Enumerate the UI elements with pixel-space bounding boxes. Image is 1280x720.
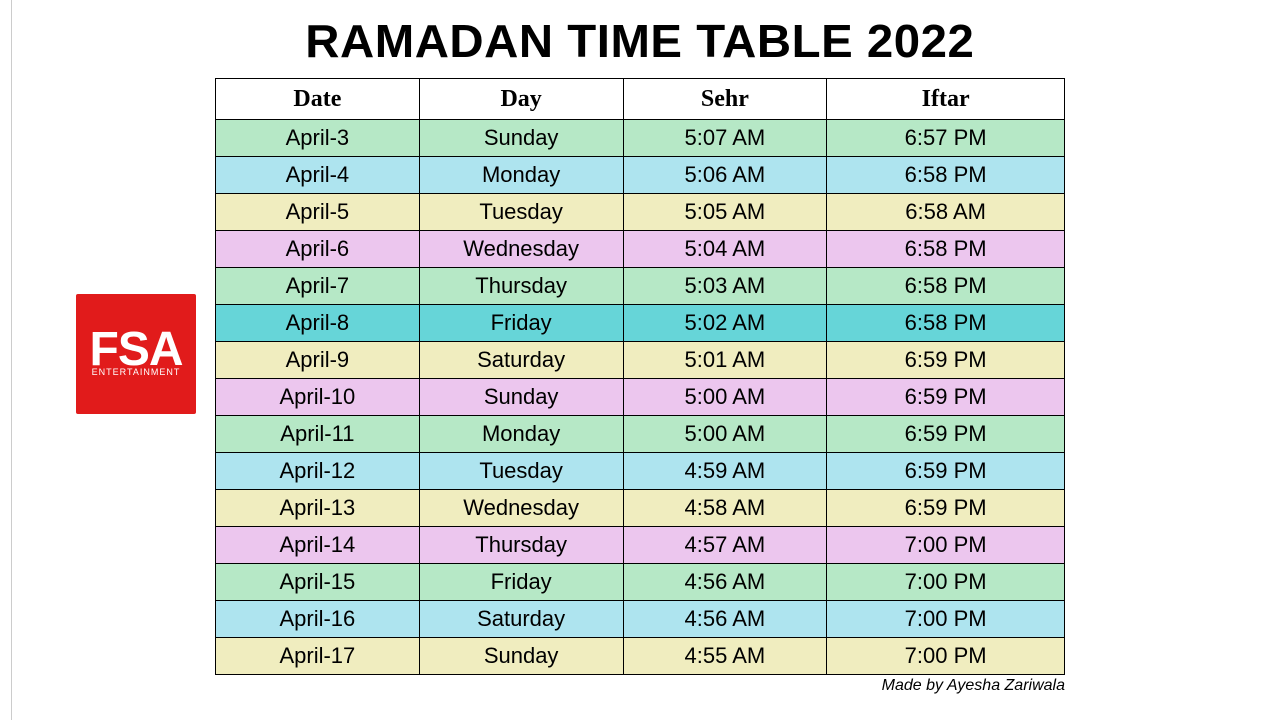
timetable-wrap: Date Day Sehr Iftar April-3Sunday5:07 AM…: [215, 78, 1065, 675]
cell-iftar: 6:59 PM: [827, 342, 1065, 379]
fsa-logo-subtext: ENTERTAINMENT: [92, 367, 181, 377]
cell-sehr: 4:58 AM: [623, 490, 827, 527]
cell-sehr: 5:00 AM: [623, 379, 827, 416]
table-row: April-13Wednesday4:58 AM6:59 PM: [216, 490, 1065, 527]
table-row: April-10Sunday5:00 AM6:59 PM: [216, 379, 1065, 416]
cell-date: April-13: [216, 490, 420, 527]
cell-sehr: 5:06 AM: [623, 157, 827, 194]
cell-day: Monday: [419, 157, 623, 194]
table-row: April-3Sunday5:07 AM6:57 PM: [216, 120, 1065, 157]
cell-date: April-5: [216, 194, 420, 231]
left-edge-rule: [0, 0, 12, 720]
page-title: RAMADAN TIME TABLE 2022: [305, 14, 974, 68]
cell-sehr: 4:56 AM: [623, 601, 827, 638]
cell-day: Saturday: [419, 342, 623, 379]
cell-iftar: 6:58 PM: [827, 305, 1065, 342]
col-sehr: Sehr: [623, 79, 827, 120]
table-row: April-8Friday5:02 AM6:58 PM: [216, 305, 1065, 342]
cell-sehr: 4:56 AM: [623, 564, 827, 601]
col-date: Date: [216, 79, 420, 120]
cell-date: April-6: [216, 231, 420, 268]
cell-iftar: 6:58 AM: [827, 194, 1065, 231]
cell-day: Thursday: [419, 527, 623, 564]
cell-day: Sunday: [419, 638, 623, 675]
cell-sehr: 5:05 AM: [623, 194, 827, 231]
table-row: April-6Wednesday5:04 AM6:58 PM: [216, 231, 1065, 268]
cell-iftar: 7:00 PM: [827, 527, 1065, 564]
credit-wrap: Made by Ayesha Zariwala: [215, 677, 1065, 695]
cell-date: April-7: [216, 268, 420, 305]
col-day: Day: [419, 79, 623, 120]
fsa-logo-text: FSA: [90, 331, 183, 369]
cell-day: Monday: [419, 416, 623, 453]
cell-day: Tuesday: [419, 194, 623, 231]
table-row: April-16Saturday4:56 AM7:00 PM: [216, 601, 1065, 638]
table-row: April-15Friday4:56 AM7:00 PM: [216, 564, 1065, 601]
table-row: April-14Thursday4:57 AM7:00 PM: [216, 527, 1065, 564]
cell-day: Sunday: [419, 120, 623, 157]
cell-iftar: 6:58 PM: [827, 231, 1065, 268]
cell-day: Sunday: [419, 379, 623, 416]
table-row: April-4Monday5:06 AM6:58 PM: [216, 157, 1065, 194]
cell-sehr: 4:57 AM: [623, 527, 827, 564]
cell-day: Wednesday: [419, 490, 623, 527]
cell-sehr: 5:07 AM: [623, 120, 827, 157]
cell-date: April-9: [216, 342, 420, 379]
title-wrap: RAMADAN TIME TABLE 2022: [0, 14, 1280, 68]
cell-iftar: 7:00 PM: [827, 564, 1065, 601]
cell-date: April-11: [216, 416, 420, 453]
cell-date: April-17: [216, 638, 420, 675]
cell-iftar: 7:00 PM: [827, 601, 1065, 638]
col-iftar: Iftar: [827, 79, 1065, 120]
table-row: April-17Sunday4:55 AM7:00 PM: [216, 638, 1065, 675]
cell-date: April-15: [216, 564, 420, 601]
cell-iftar: 7:00 PM: [827, 638, 1065, 675]
cell-sehr: 4:59 AM: [623, 453, 827, 490]
cell-sehr: 5:04 AM: [623, 231, 827, 268]
table-row: April-5Tuesday5:05 AM6:58 AM: [216, 194, 1065, 231]
cell-date: April-14: [216, 527, 420, 564]
cell-sehr: 5:00 AM: [623, 416, 827, 453]
cell-sehr: 5:01 AM: [623, 342, 827, 379]
cell-date: April-12: [216, 453, 420, 490]
table-header-row: Date Day Sehr Iftar: [216, 79, 1065, 120]
cell-iftar: 6:59 PM: [827, 453, 1065, 490]
cell-sehr: 4:55 AM: [623, 638, 827, 675]
cell-iftar: 6:59 PM: [827, 379, 1065, 416]
cell-date: April-8: [216, 305, 420, 342]
cell-iftar: 6:59 PM: [827, 490, 1065, 527]
cell-day: Friday: [419, 305, 623, 342]
cell-date: April-4: [216, 157, 420, 194]
cell-day: Tuesday: [419, 453, 623, 490]
cell-iftar: 6:59 PM: [827, 416, 1065, 453]
cell-day: Thursday: [419, 268, 623, 305]
cell-sehr: 5:02 AM: [623, 305, 827, 342]
table-row: April-12Tuesday4:59 AM6:59 PM: [216, 453, 1065, 490]
cell-iftar: 6:58 PM: [827, 268, 1065, 305]
cell-day: Saturday: [419, 601, 623, 638]
table-row: April-7Thursday5:03 AM6:58 PM: [216, 268, 1065, 305]
table-body: April-3Sunday5:07 AM6:57 PMApril-4Monday…: [216, 120, 1065, 675]
table-row: April-11Monday5:00 AM6:59 PM: [216, 416, 1065, 453]
timetable: Date Day Sehr Iftar April-3Sunday5:07 AM…: [215, 78, 1065, 675]
table-row: April-9Saturday5:01 AM6:59 PM: [216, 342, 1065, 379]
fsa-logo: FSA ENTERTAINMENT: [76, 294, 196, 414]
cell-sehr: 5:03 AM: [623, 268, 827, 305]
cell-iftar: 6:57 PM: [827, 120, 1065, 157]
cell-iftar: 6:58 PM: [827, 157, 1065, 194]
credit-text: Made by Ayesha Zariwala: [882, 677, 1065, 694]
cell-date: April-10: [216, 379, 420, 416]
cell-date: April-3: [216, 120, 420, 157]
cell-day: Wednesday: [419, 231, 623, 268]
cell-day: Friday: [419, 564, 623, 601]
cell-date: April-16: [216, 601, 420, 638]
